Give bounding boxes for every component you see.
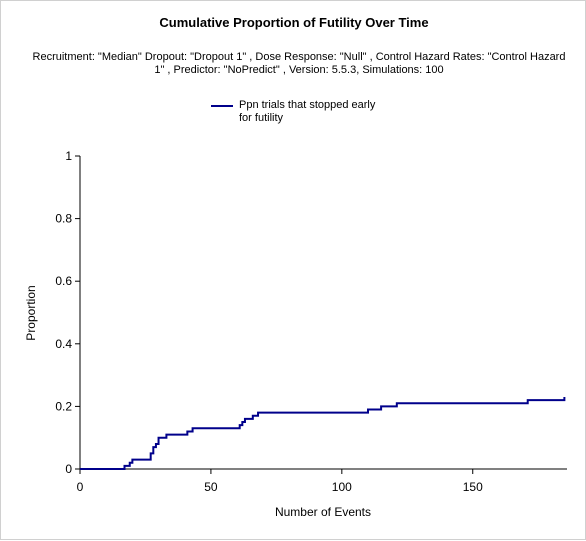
- series-line-futility: [80, 397, 566, 470]
- legend-label: Ppn trials that stopped early for futili…: [239, 99, 376, 124]
- legend: Ppn trials that stopped early for futili…: [211, 99, 389, 125]
- y-axis-label: Proportion: [24, 285, 38, 340]
- x-axis-label: Number of Events: [275, 505, 371, 519]
- y-tick-label: 0.6: [55, 274, 72, 288]
- y-ticks: 0 0.2 0.4 0.6 0.8 1: [55, 149, 80, 476]
- x-tick-label: 0: [77, 480, 84, 494]
- y-tick-label: 0.4: [55, 337, 72, 351]
- x-tick-label: 150: [463, 480, 483, 494]
- chart-title: Cumulative Proportion of Futility Over T…: [159, 15, 429, 30]
- legend-swatch: [211, 105, 233, 107]
- x-tick-label: 50: [204, 480, 218, 494]
- y-tick-label: 0.8: [55, 212, 72, 226]
- chart-subtitle: Recruitment: "Median" Dropout: "Dropout …: [32, 51, 566, 76]
- x-ticks: 0 50 100 150: [77, 469, 483, 494]
- x-tick-label: 100: [332, 480, 352, 494]
- y-tick-label: 1: [65, 149, 72, 163]
- y-tick-label: 0: [65, 462, 72, 476]
- y-tick-label: 0.2: [55, 399, 72, 413]
